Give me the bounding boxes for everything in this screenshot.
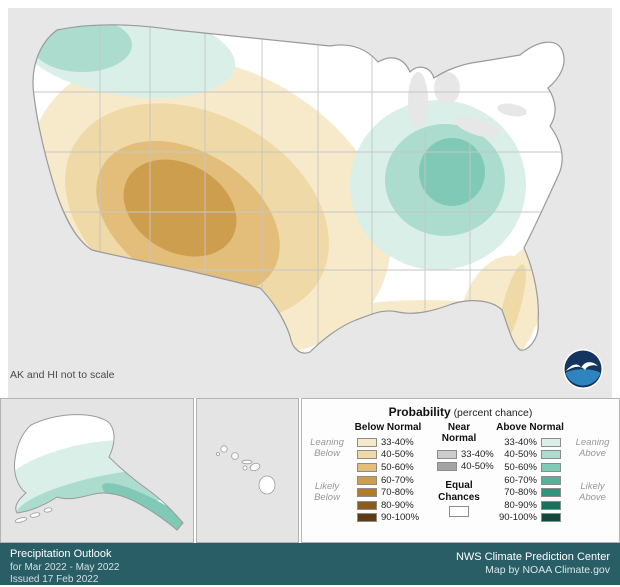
legend-row: 80-90% — [349, 499, 427, 512]
legend-row: 70-80% — [349, 486, 427, 499]
legend-row: 50-60% — [349, 461, 427, 474]
color-swatch — [541, 500, 561, 510]
legend-row: 33-40% — [427, 448, 494, 461]
legend-row-label: 33-40% — [504, 436, 537, 448]
legend-row: 60-70% — [491, 474, 569, 487]
legend-row-label: 60-70% — [504, 474, 537, 486]
legend-row-label: 70-80% — [504, 487, 537, 499]
legend-title: Probability (percent chance) — [302, 399, 619, 419]
legend-row-label: 70-80% — [381, 487, 414, 499]
footer-title: Precipitation Outlook — [10, 548, 112, 560]
color-swatch — [357, 475, 377, 485]
equal-chances-swatch — [449, 506, 469, 518]
footer-period: for Mar 2022 - May 2022 — [10, 561, 120, 573]
legend-row-label: 80-90% — [381, 499, 414, 511]
color-swatch — [541, 462, 561, 472]
great-lakes — [408, 72, 527, 138]
footer-bar: Precipitation Outlook for Mar 2022 - May… — [0, 543, 620, 585]
probability-legend: Probability (percent chance) Leaning Bel… — [301, 398, 620, 543]
above-normal-region-ohio-valley — [350, 100, 526, 270]
color-swatch — [541, 488, 561, 498]
color-swatch — [357, 462, 377, 472]
legend-row-label: 40-50% — [504, 449, 537, 461]
leaning-below-label: Leaning Below — [310, 436, 344, 459]
legend-row: 70-80% — [491, 486, 569, 499]
footer-issued: Issued 17 Feb 2022 — [10, 574, 99, 586]
color-swatch — [357, 450, 377, 460]
above-normal-column: Above Normal 33-40% 40-50% 50-60% 60-70%… — [491, 422, 569, 524]
near-normal-header: Near Normal — [441, 422, 477, 444]
legend-columns: Leaning Below Likely Below Below Normal … — [302, 422, 619, 524]
noaa-logo-icon — [563, 349, 603, 389]
color-swatch — [541, 450, 561, 460]
below-normal-column: Below Normal 33-40% 40-50% 50-60% 60-70%… — [349, 422, 427, 524]
hawaii-inset — [196, 398, 299, 543]
color-swatch — [437, 462, 457, 472]
legend-title-note: (percent chance) — [453, 407, 533, 419]
legend-row: 80-90% — [491, 499, 569, 512]
legend-row: 33-40% — [491, 436, 569, 449]
conus-map — [8, 8, 612, 398]
legend-row-label: 80-90% — [504, 499, 537, 511]
alaska-inset — [0, 398, 194, 543]
legend-row: 40-50% — [349, 449, 427, 462]
footer-right: NWS Climate Prediction Center Map by NOA… — [456, 548, 610, 581]
legend-row: 40-50% — [491, 449, 569, 462]
color-swatch — [541, 475, 561, 485]
color-swatch — [357, 513, 377, 523]
legend-row-label: 50-60% — [504, 461, 537, 473]
hawaiian-islands — [216, 445, 276, 495]
color-swatch — [541, 437, 561, 447]
hawaii-map — [216, 445, 276, 495]
precipitation-outlook-map: AK and HI not to scale — [8, 8, 612, 398]
footer-source: NWS Climate Prediction Center — [455, 551, 610, 563]
legend-row-label: 40-50% — [461, 461, 494, 473]
above-normal-header: Above Normal — [496, 422, 564, 433]
legend-row: 90-100% — [349, 512, 427, 525]
below-side-labels: Leaning Below Likely Below — [305, 422, 349, 524]
legend-row-label: 33-40% — [461, 448, 494, 460]
inset-and-legend-row: Probability (percent chance) Leaning Bel… — [0, 398, 620, 543]
legend-row: 33-40% — [349, 436, 427, 449]
likely-above-label: Likely Above — [579, 480, 606, 503]
legend-row-label: 60-70% — [381, 474, 414, 486]
below-normal-header: Below Normal — [354, 422, 422, 433]
legend-row: 60-70% — [349, 474, 427, 487]
alaska-map — [14, 414, 184, 531]
legend-title-main: Probability — [388, 405, 451, 419]
color-swatch — [357, 488, 377, 498]
legend-row-label: 40-50% — [381, 449, 414, 461]
color-swatch — [437, 449, 457, 459]
legend-row-label: 50-60% — [381, 461, 414, 473]
likely-below-label: Likely Below — [314, 480, 340, 503]
legend-row: 90-100% — [491, 512, 569, 525]
leaning-above-label: Leaning Above — [575, 436, 610, 459]
near-normal-column: Near Normal 33-40% 40-50% Equal Chances — [427, 422, 494, 524]
aleutian-islands — [14, 507, 53, 523]
legend-row-label: 90-100% — [381, 512, 420, 524]
legend-row-label: 33-40% — [381, 436, 414, 448]
legend-row: 40-50% — [427, 461, 494, 474]
equal-chances-label: Equal Chances — [438, 480, 480, 503]
legend-row: 50-60% — [491, 461, 569, 474]
us-outline — [32, 24, 565, 354]
above-side-labels: Leaning Above Likely Above — [569, 422, 616, 524]
color-swatch — [357, 500, 377, 510]
color-swatch — [541, 513, 561, 523]
footer-credit: Map by NOAA Climate.gov — [485, 564, 610, 577]
color-swatch — [357, 437, 377, 447]
footer-left: Precipitation Outlook for Mar 2022 - May… — [10, 548, 120, 585]
scale-note: AK and HI not to scale — [10, 369, 115, 381]
legend-row-label: 90-100% — [498, 512, 537, 524]
